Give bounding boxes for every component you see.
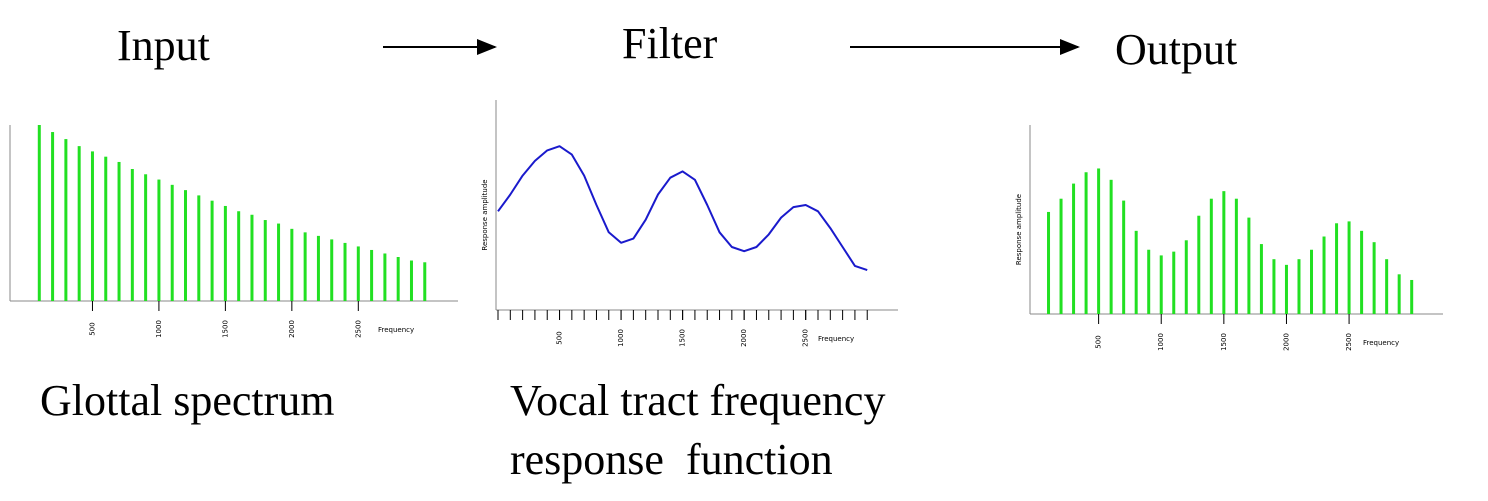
y-axis-label: Response amplitude [1015,194,1023,265]
x-tick-label: 1000 [617,329,625,347]
x-axis-label: Frequency [818,335,854,343]
bar [1209,198,1213,314]
bar [1159,255,1163,314]
bar [1385,259,1389,314]
bar [1247,217,1251,314]
bar [51,132,55,301]
bar [1335,223,1339,314]
x-tick-label: 1000 [1157,333,1165,351]
x-tick-label: 500 [88,322,96,335]
bar [237,211,241,301]
caption: response function [510,435,833,484]
bar [263,220,267,301]
bar [330,239,334,301]
bar [1147,249,1151,314]
bar [1272,259,1276,314]
bar [1297,259,1301,314]
x-axis-label: Frequency [378,326,414,334]
bar [383,253,387,301]
bar [250,214,254,301]
bar [77,146,81,301]
bar [356,246,360,301]
x-tick-label: 1500 [1220,333,1228,351]
bar [1372,242,1376,314]
bar [37,125,41,301]
bar [1347,221,1351,314]
bar [1172,251,1176,314]
bar [277,223,281,301]
bar [184,190,188,301]
input-label: Input [117,21,210,70]
bar [130,169,134,301]
bar [157,179,161,301]
bar [1360,230,1364,314]
bar [1059,198,1063,314]
x-axis-label: Frequency [1363,339,1399,347]
filter-label: Filter [622,19,718,68]
bar [1084,172,1088,314]
bar [1197,215,1201,314]
bar [1234,198,1238,314]
bar [197,195,201,301]
bar [170,184,174,301]
response-curve [497,145,868,272]
bar [409,260,413,301]
bar [1310,249,1314,314]
bar [303,232,307,301]
bar [210,200,214,301]
bar [290,228,294,301]
bar [316,235,320,301]
bar [1322,236,1326,314]
bar [343,242,347,301]
bar [370,249,374,301]
x-tick-label: 2500 [354,320,362,338]
bar [1047,211,1051,314]
bar [64,139,68,301]
bar [396,257,400,301]
x-tick-label: 500 [556,331,564,344]
bar [223,205,227,301]
x-tick-label: 2000 [288,320,296,338]
bar [1397,274,1401,314]
x-tick-label: 1000 [155,320,163,338]
bar [1259,244,1263,314]
x-tick-label: 2500 [802,329,810,347]
bar [90,151,94,301]
bar [1122,200,1126,314]
caption: Vocal tract frequency [510,376,885,425]
y-axis-label: Response amplitude [481,179,489,250]
bar [104,156,108,301]
x-tick-label: 2000 [740,329,748,347]
x-tick-label: 2500 [1345,333,1353,351]
bar [423,262,427,301]
bar [1072,183,1076,314]
bar [1284,264,1288,314]
bar [1097,168,1101,314]
x-tick-label: 500 [1095,335,1103,348]
bar [117,161,121,301]
bar [1222,191,1226,314]
bar [1109,179,1113,314]
bar [1134,230,1138,314]
bar [1184,240,1188,314]
caption: Glottal spectrum [40,376,335,425]
bar [1410,279,1414,314]
x-tick-label: 2000 [1282,333,1290,351]
x-tick-label: 1500 [221,320,229,338]
bar [144,174,148,301]
output-label: Output [1115,25,1237,74]
x-tick-label: 1500 [679,329,687,347]
